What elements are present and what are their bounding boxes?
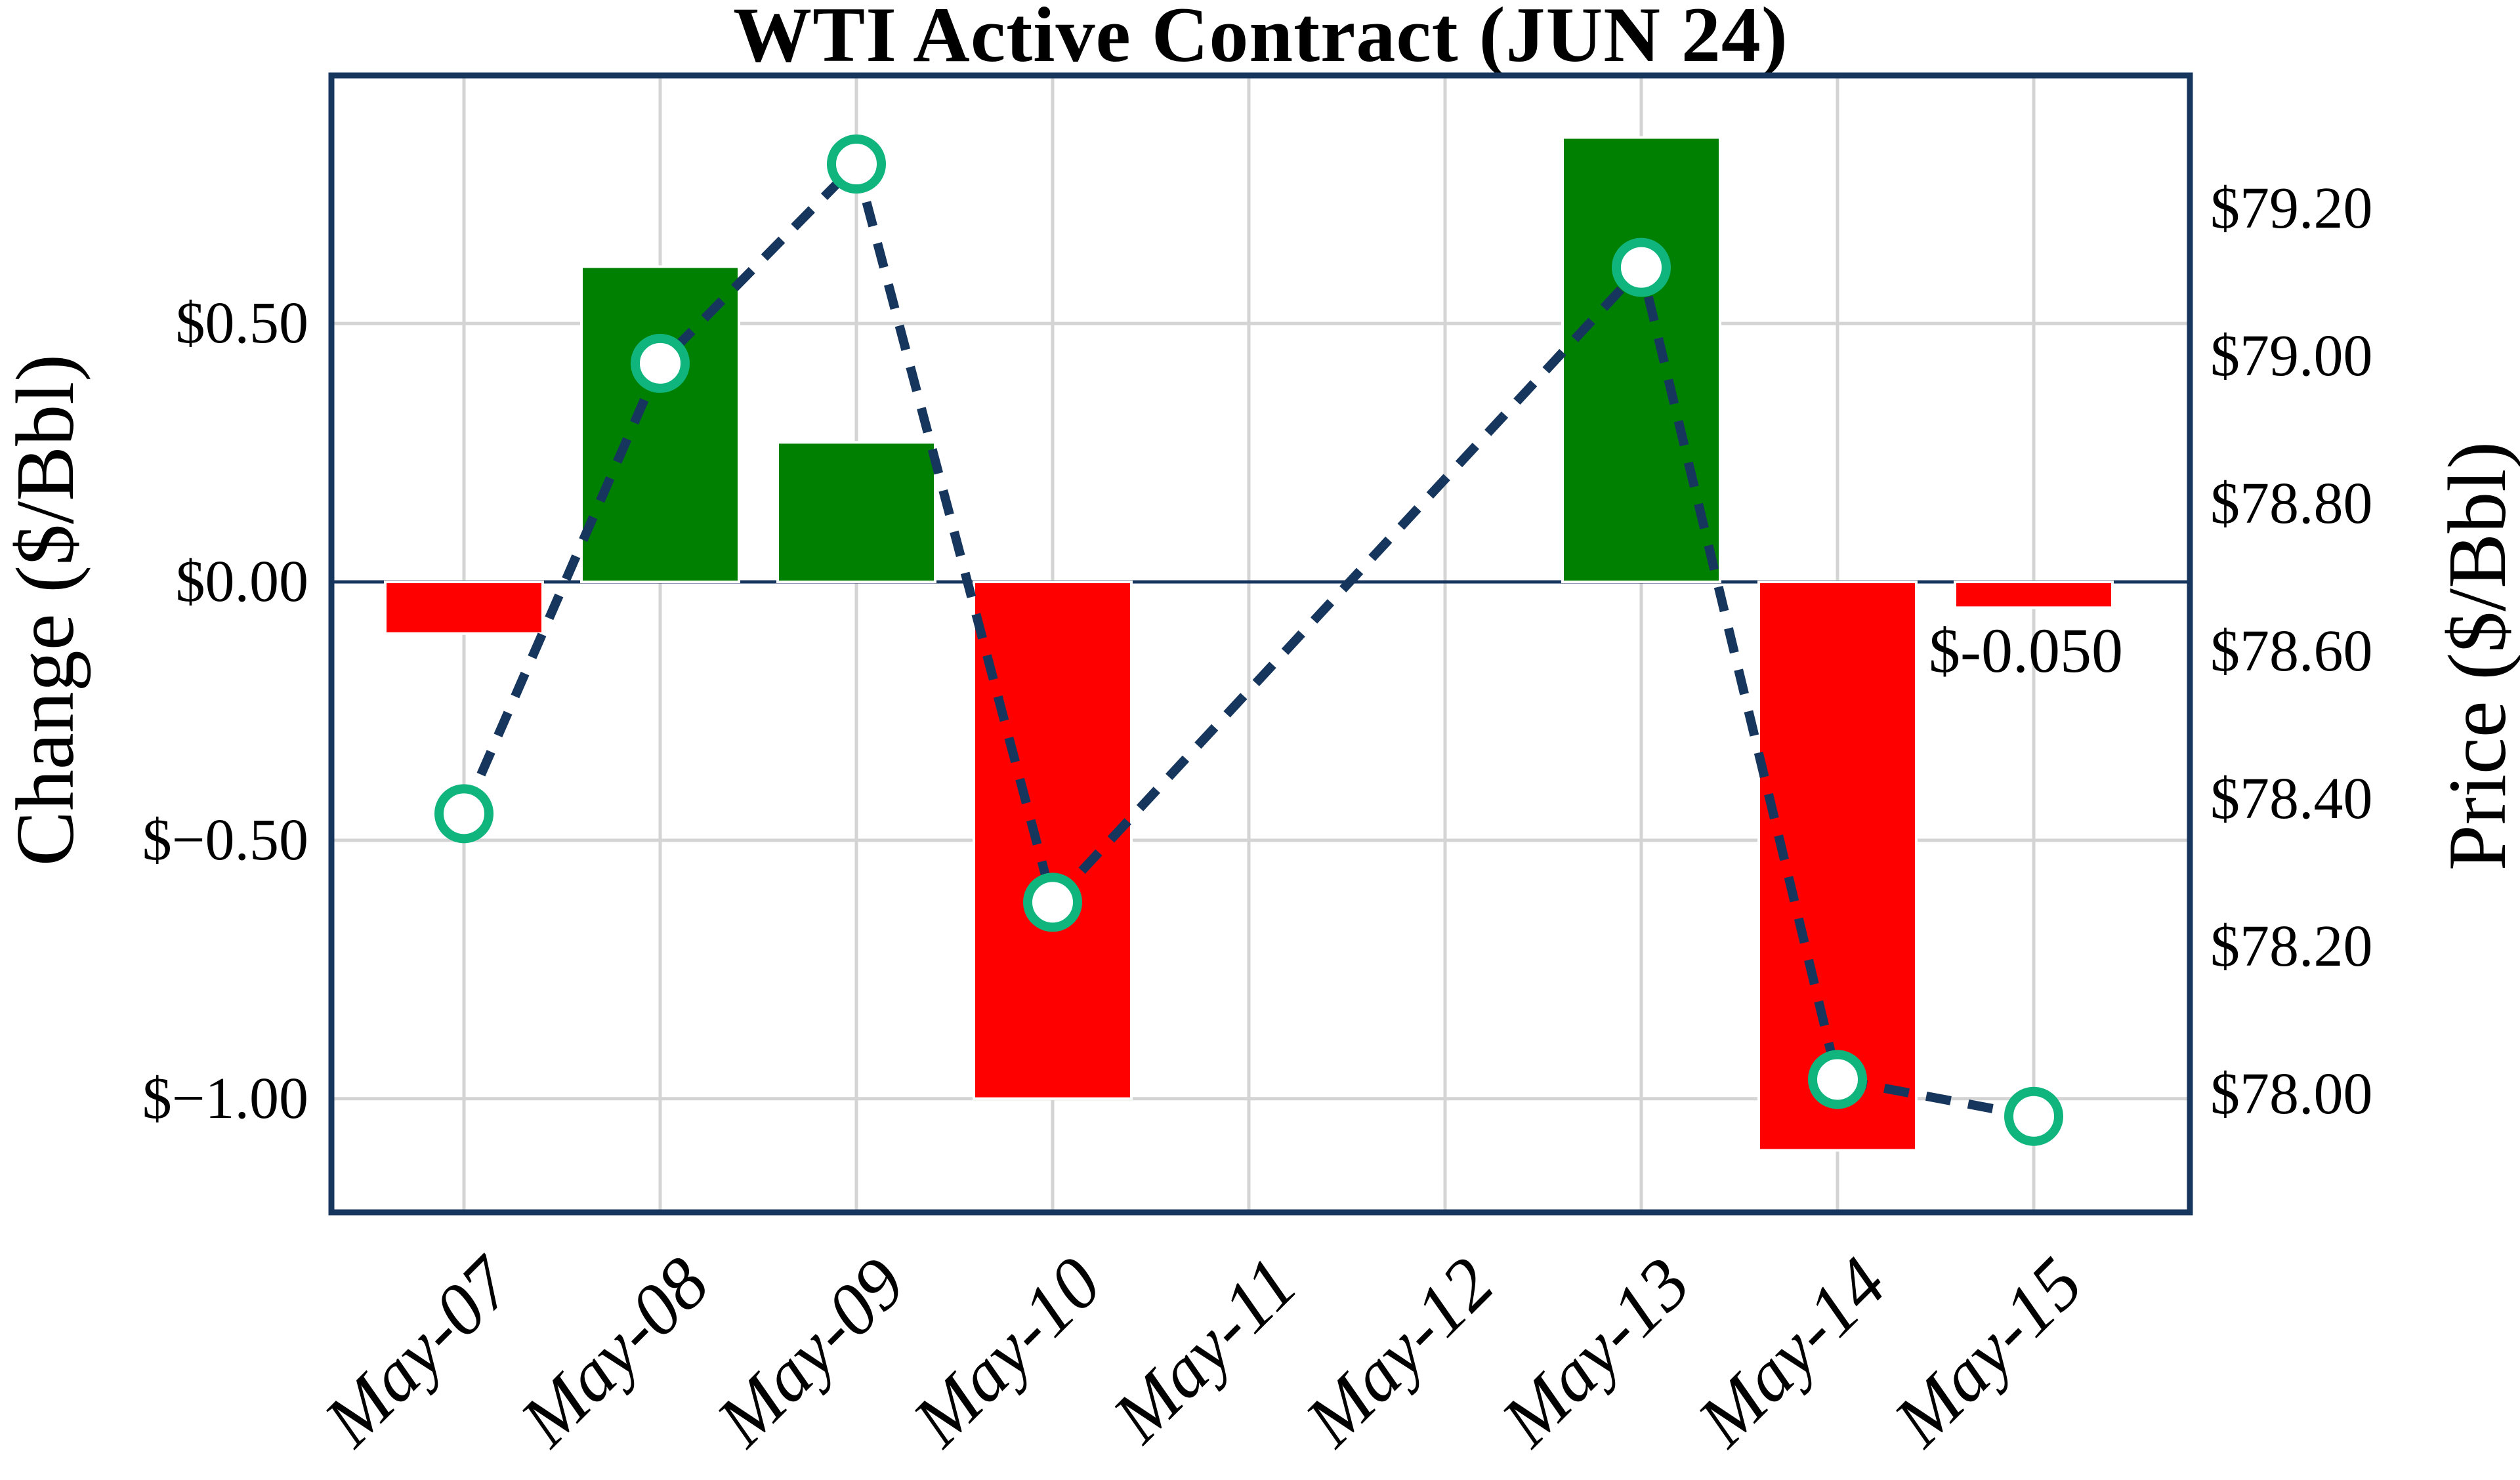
change-bar-positive [1561,136,1721,583]
left-axis-tick: $0.50 [175,291,309,356]
price-marker [434,784,494,844]
price-marker [1612,237,1671,297]
price-marker [1808,1050,1867,1109]
left-axis-tick: $−0.50 [142,807,308,873]
change-bar-negative [973,580,1133,1100]
chart-title: WTI Active Contract (JUN 24) [733,0,1788,78]
change-bar-positive [776,441,936,583]
right-axis-tick: $78.40 [2210,766,2373,831]
right-axis-tick: $78.80 [2210,470,2373,536]
last-change-annotation: $-0.050 [1929,615,2123,686]
left-axis-tick: $0.00 [175,548,309,614]
right-axis-tick: $78.00 [2210,1061,2373,1126]
price-marker [1023,873,1082,932]
right-axis-tick: $79.00 [2210,323,2373,388]
price-marker [2004,1086,2063,1146]
right-axis-tick: $78.60 [2210,618,2373,684]
change-bar-negative [1954,580,2114,609]
plot-border [328,72,2193,1216]
price-marker [631,333,690,393]
right-axis-tick: $78.20 [2210,913,2373,979]
change-bar-negative [384,580,544,635]
left-axis-tick: $−1.00 [142,1065,308,1131]
price-marker [827,134,886,194]
right-axis-tick: $79.20 [2210,175,2373,241]
change-bar-positive [580,265,740,583]
